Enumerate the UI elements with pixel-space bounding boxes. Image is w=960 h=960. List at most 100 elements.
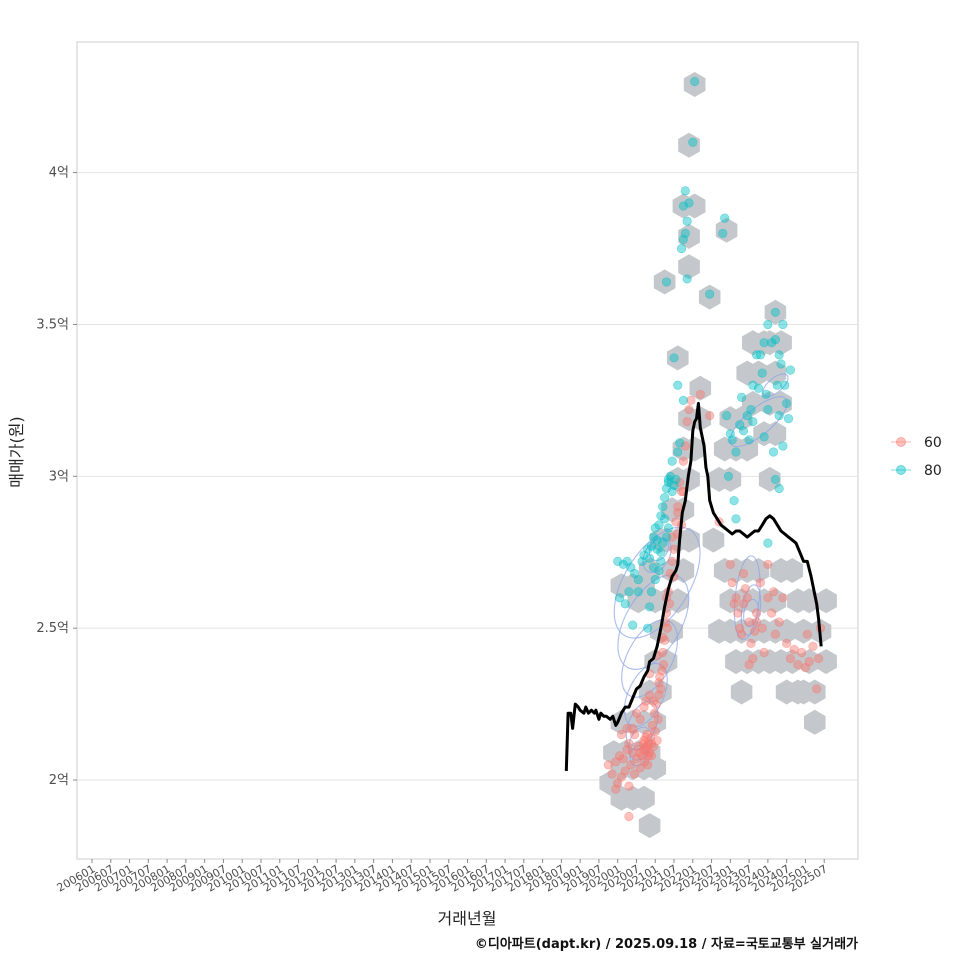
point-80 <box>661 532 672 542</box>
point-80 <box>661 277 672 287</box>
point-80 <box>643 544 653 554</box>
point-60 <box>812 684 822 694</box>
point-80 <box>663 523 673 533</box>
point-60 <box>646 751 657 761</box>
point-60 <box>782 638 792 648</box>
point-60 <box>729 599 739 609</box>
point-60 <box>607 769 617 779</box>
point-60 <box>725 559 735 569</box>
point-80 <box>652 544 662 554</box>
point-60 <box>654 690 664 700</box>
point-80 <box>656 547 666 557</box>
point-80 <box>753 383 764 393</box>
y-axis-title: 매매가(원) <box>7 416 26 487</box>
density-contour <box>621 619 679 698</box>
hexbin <box>730 406 753 432</box>
point-60 <box>648 696 658 706</box>
point-60 <box>628 723 638 734</box>
point-60 <box>657 666 667 676</box>
point-80 <box>759 432 769 442</box>
point-80 <box>780 380 790 390</box>
hexbin <box>689 375 712 401</box>
point-80 <box>650 523 660 533</box>
point-80 <box>778 319 788 330</box>
point-60 <box>735 623 745 633</box>
point-80 <box>729 496 739 506</box>
point-80 <box>778 441 788 451</box>
point-60 <box>643 751 654 761</box>
point-80 <box>763 319 773 330</box>
point-60 <box>737 629 747 639</box>
point-60 <box>744 660 754 670</box>
hexbin <box>666 345 689 371</box>
point-80 <box>727 435 737 445</box>
point-80 <box>737 392 747 402</box>
density-contour <box>729 396 788 448</box>
point-60 <box>746 638 756 648</box>
point-60 <box>667 532 677 542</box>
point-60 <box>678 456 689 466</box>
point-60 <box>642 742 652 752</box>
point-60 <box>763 559 773 569</box>
point-80 <box>731 447 741 457</box>
legend-key-point <box>896 437 906 447</box>
point-80 <box>748 417 758 427</box>
point-60 <box>658 660 669 670</box>
point-80 <box>643 623 653 633</box>
point-80 <box>650 574 660 585</box>
point-60 <box>752 617 762 627</box>
point-60 <box>626 760 636 770</box>
point-80 <box>676 243 687 254</box>
point-80 <box>613 556 623 566</box>
point-80 <box>757 368 767 378</box>
point-80 <box>767 338 777 348</box>
hexbin <box>815 649 837 675</box>
point-60 <box>622 723 632 734</box>
point-80 <box>774 350 784 360</box>
point-60 <box>624 811 634 822</box>
point-60 <box>641 732 651 743</box>
point-80 <box>761 389 771 399</box>
point-80 <box>648 532 658 542</box>
point-80 <box>656 511 666 521</box>
point-60 <box>643 760 653 770</box>
point-60 <box>641 696 651 706</box>
x-axis-title: 거래년월 <box>438 909 497 928</box>
point-60 <box>635 748 645 758</box>
y-axis: 2억 2.5억 3억 3.5억 4억 <box>36 166 77 788</box>
hexbin <box>730 679 753 705</box>
point-80 <box>718 228 728 238</box>
hexbin <box>764 299 787 325</box>
hexbin <box>775 618 798 644</box>
point-60 <box>622 745 632 755</box>
point-60 <box>684 404 694 415</box>
point-60 <box>767 608 777 618</box>
point-60 <box>653 714 663 724</box>
point-80 <box>628 620 638 630</box>
hexbin <box>644 588 667 614</box>
point-60 <box>667 556 677 566</box>
point-80 <box>690 76 700 87</box>
point-60 <box>647 720 657 730</box>
point-80 <box>731 514 741 524</box>
point-60 <box>652 735 662 746</box>
point-60 <box>629 769 640 779</box>
hexbin <box>698 284 721 310</box>
hexbin <box>804 679 826 705</box>
point-80 <box>645 553 655 563</box>
point-60 <box>614 751 625 761</box>
point-60 <box>650 726 660 737</box>
hexbin <box>653 269 676 295</box>
point-60 <box>744 617 754 627</box>
hexbin <box>715 217 738 243</box>
point-80 <box>663 477 673 487</box>
point-60 <box>731 593 741 603</box>
point-80 <box>720 213 730 223</box>
hexbin <box>804 709 826 735</box>
density-contour <box>628 726 653 761</box>
trend-line <box>564 401 823 771</box>
hexbin <box>781 649 804 675</box>
point-60 <box>646 738 657 749</box>
point-80 <box>673 380 683 390</box>
hexbin <box>683 436 706 462</box>
